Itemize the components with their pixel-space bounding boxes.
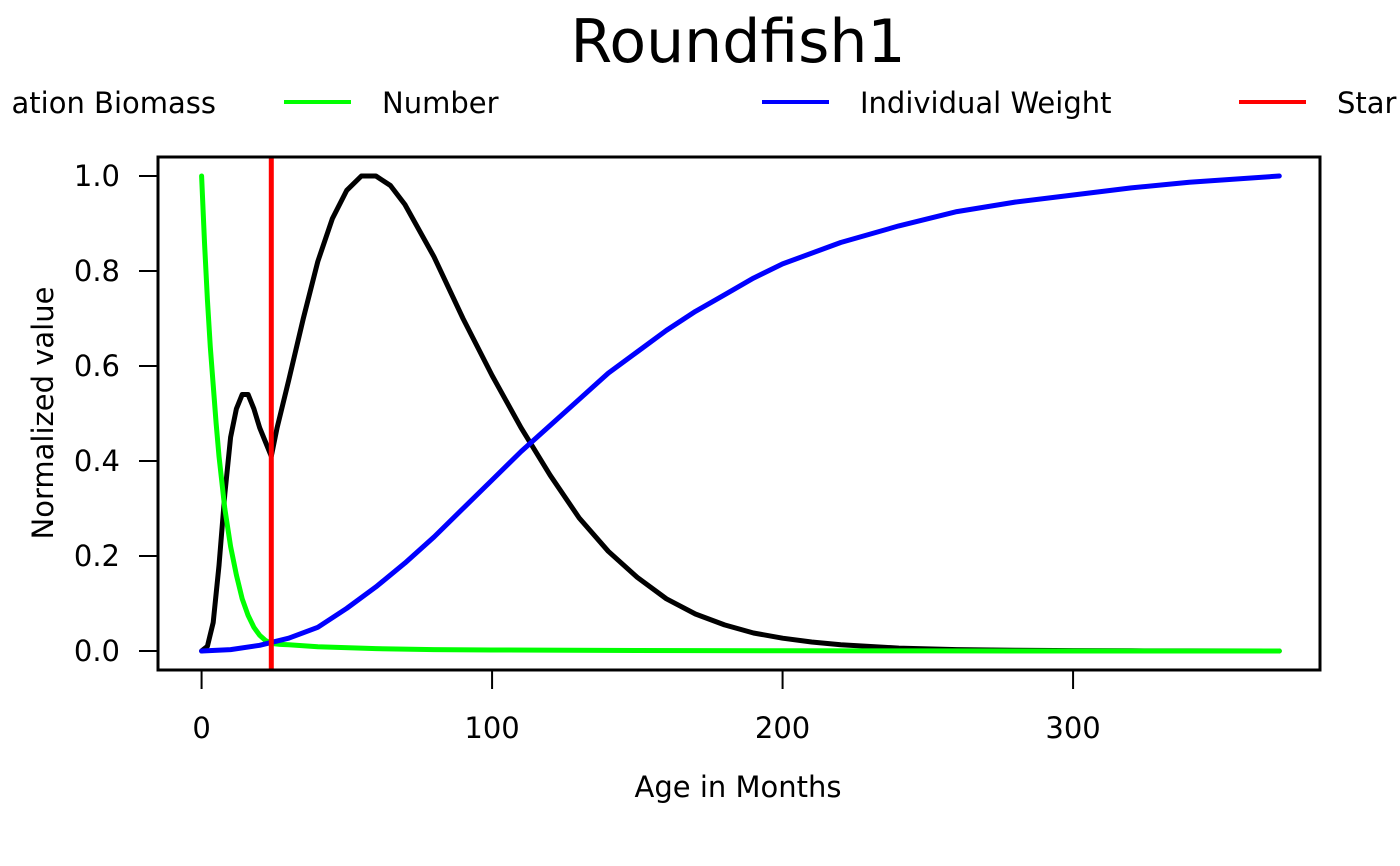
x-tick-label: 100 — [464, 711, 519, 745]
y-tick-label: 0.6 — [74, 349, 120, 383]
series-line-individual-weight — [199, 173, 1282, 654]
y-axis: 0.0 0.2 0.4 0.6 0.8 1.0 — [74, 159, 158, 668]
series-line-population-biomass — [199, 173, 1282, 654]
legend-label-number: Number — [382, 86, 499, 120]
y-tick-label: 0.8 — [74, 254, 120, 288]
legend: ation Biomass Number Individual Weight Star — [12, 86, 1397, 120]
x-tick-label: 300 — [1045, 711, 1100, 745]
x-tick-label: 0 — [192, 711, 210, 745]
legend-label-start: Star — [1337, 86, 1397, 120]
y-tick-label: 0.2 — [74, 539, 120, 573]
y-tick-label: 0.0 — [74, 634, 120, 668]
series-layer — [199, 157, 1282, 670]
y-axis-label: Normalized value — [26, 287, 60, 540]
series-line-number — [199, 173, 1282, 654]
legend-label-individual-weight: Individual Weight — [860, 86, 1111, 120]
x-tick-label: 200 — [755, 711, 810, 745]
plot-frame — [156, 155, 1322, 672]
y-tick-label: 1.0 — [74, 159, 120, 193]
legend-label-population-biomass: ation Biomass — [12, 86, 216, 120]
chart-title: Roundfish1 — [570, 7, 905, 77]
y-tick-label: 0.4 — [74, 444, 120, 478]
x-axis: 0 100 200 300 — [192, 670, 1101, 745]
x-axis-label: Age in Months — [635, 770, 842, 804]
